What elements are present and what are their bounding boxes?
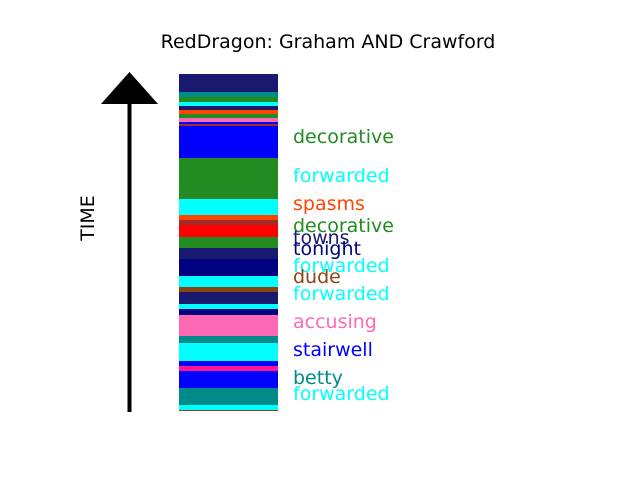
segment-label: betty xyxy=(293,367,343,389)
timeline-segment xyxy=(179,97,278,102)
timeline-segment xyxy=(179,74,278,87)
chart-title: RedDragon: Graham AND Crawford xyxy=(160,31,496,53)
timeline-segment xyxy=(179,118,278,122)
segment-label: decorative xyxy=(293,215,394,237)
timeline-segment xyxy=(179,106,278,110)
timeline-segment xyxy=(179,336,278,343)
segment-label: forwarded xyxy=(293,383,390,405)
timeline-segment xyxy=(179,102,278,106)
timeline-segment xyxy=(179,343,278,361)
segment-label: dude xyxy=(293,266,341,288)
timeline-segment xyxy=(179,259,278,276)
time-arrow-head xyxy=(101,72,158,104)
timeline-segment xyxy=(179,220,278,225)
timeline-segment xyxy=(179,410,278,411)
segment-label: forwarded xyxy=(293,255,390,277)
timeline-segment xyxy=(179,388,278,405)
timeline-segment xyxy=(179,292,278,304)
timeline-segment xyxy=(179,114,278,118)
segment-label: accusing xyxy=(293,311,377,333)
timeline-segment xyxy=(179,315,278,332)
timeline-segment xyxy=(179,405,278,410)
timeline-segment xyxy=(179,87,278,92)
time-arrow-icon xyxy=(101,72,158,412)
timeline-segment xyxy=(179,199,278,215)
timeline-segment xyxy=(179,371,278,388)
timeline-segment xyxy=(179,366,278,371)
timeline-segment xyxy=(179,225,278,237)
segment-label: towns xyxy=(293,227,350,249)
segment-label: forwarded xyxy=(293,283,390,305)
timeline-segment xyxy=(179,309,278,315)
segment-label: tonight xyxy=(293,238,361,260)
timeline-segment xyxy=(179,304,278,309)
segment-label: stairwell xyxy=(293,339,373,361)
timeline-segment xyxy=(179,126,278,158)
timeline-segment xyxy=(179,287,278,292)
segment-label: decorative xyxy=(293,126,394,148)
timeline-segment xyxy=(179,158,278,199)
timeline-segment xyxy=(179,361,278,366)
timeline-segment xyxy=(179,92,278,97)
segment-label: spasms xyxy=(293,193,365,215)
timeline-segment xyxy=(179,248,278,259)
timeline-segment xyxy=(179,332,278,336)
timeline-segment xyxy=(179,276,278,287)
timeline-segment xyxy=(179,122,278,124)
timeline-segment xyxy=(179,237,278,248)
segment-label: forwarded xyxy=(293,165,390,187)
timeline-bar xyxy=(179,74,278,411)
timeline-segment xyxy=(179,215,278,220)
timeline-segment xyxy=(179,124,278,126)
timeline-segment xyxy=(179,110,278,114)
